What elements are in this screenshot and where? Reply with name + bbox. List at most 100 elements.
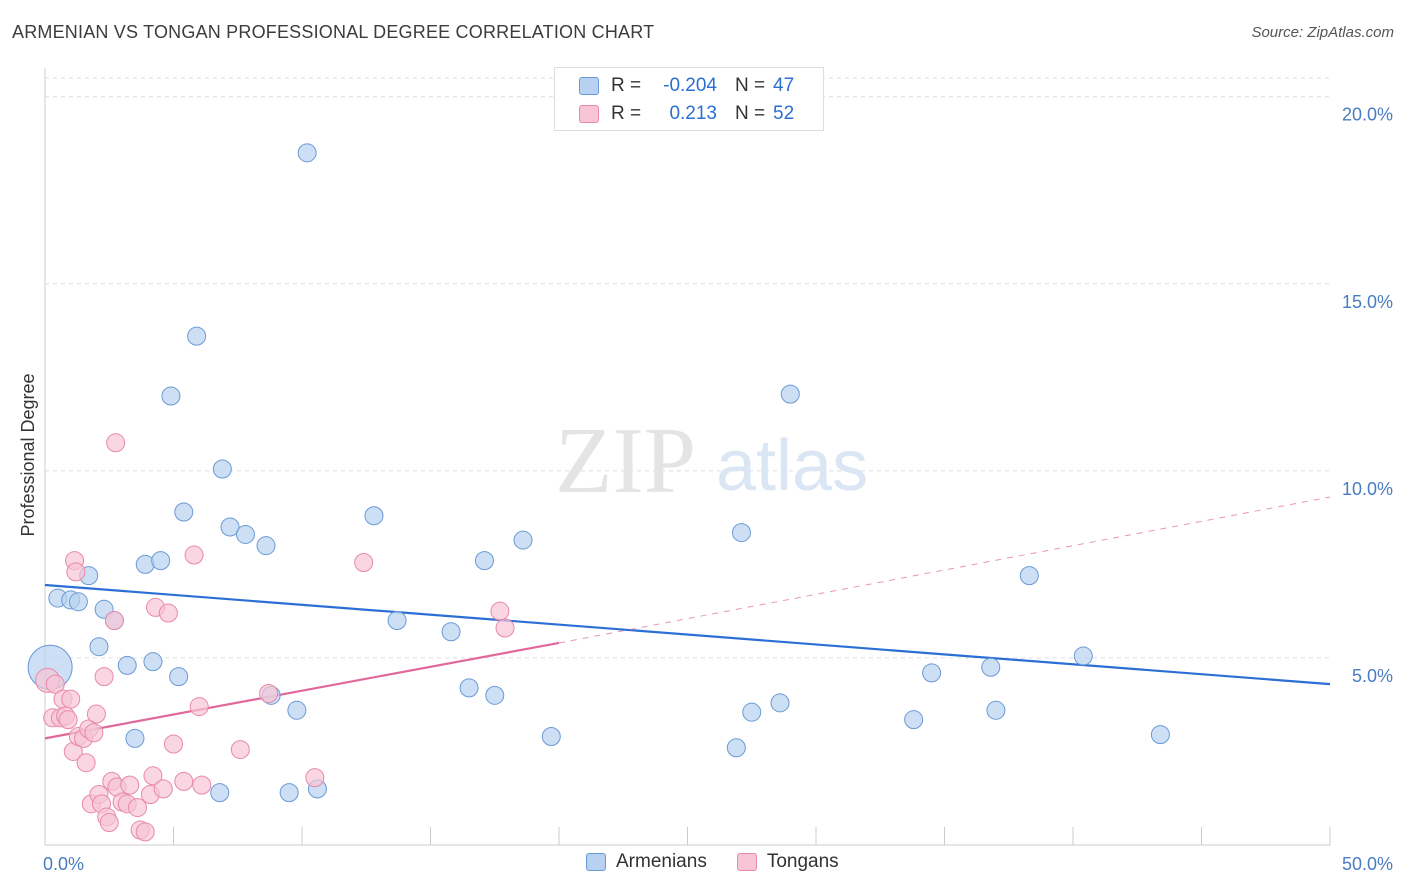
armenians-point [922, 663, 942, 683]
armenians-point [726, 738, 746, 758]
tongans-point [94, 667, 114, 687]
armenians-point [904, 710, 924, 730]
tongans-point [230, 740, 250, 760]
y-tick-label: 15.0% [1342, 292, 1393, 312]
armenians-point [441, 622, 461, 642]
tongans-point [490, 601, 510, 621]
armenians-point [210, 783, 230, 803]
tongans-point [158, 603, 178, 623]
tongans-point [58, 710, 78, 730]
watermark-atlas: atlas [716, 426, 868, 506]
tongans-point [86, 704, 106, 724]
legend-r-label: R = [611, 103, 642, 124]
armenians-point [212, 459, 232, 479]
armenians-point [287, 700, 307, 720]
armenians-point [161, 386, 181, 406]
tongans-point [135, 822, 155, 842]
y-tick-label: 10.0% [1342, 479, 1393, 499]
armenian-legend-swatch-icon [586, 853, 606, 871]
armenians-point [981, 657, 1001, 677]
armenians-point [742, 702, 762, 722]
legend-n-label: N = [735, 103, 766, 124]
armenians-point [387, 611, 407, 631]
armenians-point [513, 530, 533, 550]
armenian-swatch-icon [579, 77, 599, 95]
legend-r-label: R = [611, 75, 642, 96]
tongans-point [143, 766, 163, 786]
tongans-point [305, 768, 325, 788]
tongans-point [354, 553, 374, 573]
armenians-point [541, 726, 561, 746]
armenians-point [474, 551, 494, 571]
armenians-point [174, 502, 194, 522]
series-legend: Armenians Tongans [586, 851, 869, 873]
tongans-point [174, 771, 194, 791]
legend-item-armenians[interactable]: Armenians [586, 851, 707, 873]
chart-title: ARMENIAN VS TONGAN PROFESSIONAL DEGREE C… [12, 22, 655, 42]
data-points [27, 143, 1170, 842]
tongans-point [76, 753, 96, 773]
source-label: Source: ZipAtlas.com [1251, 24, 1394, 41]
tongans-point [84, 723, 104, 743]
armenians-point [117, 655, 137, 675]
armenians-point [986, 700, 1006, 720]
armenians-point [459, 678, 479, 698]
tongans-point [66, 562, 86, 582]
tongans-point [61, 689, 81, 709]
armenians-point [125, 728, 145, 748]
legend-r-value: -0.204 [663, 75, 717, 96]
legend-r-value: 0.213 [669, 103, 717, 124]
tongans-trend-extension [558, 496, 1331, 644]
tongans-point [259, 683, 279, 703]
tongans-trend-line [44, 641, 560, 740]
tongans-point [192, 775, 212, 795]
watermark: ZIP atlas [555, 409, 868, 513]
y-tick-label: 20.0% [1342, 105, 1393, 125]
tongan-swatch-icon [579, 105, 599, 123]
armenians-point [187, 326, 207, 346]
armenians-point [780, 384, 800, 404]
tongans-point [184, 545, 204, 565]
armenians-point [364, 506, 384, 526]
watermark-zip: ZIP [555, 409, 696, 513]
tongans-point [189, 697, 209, 717]
legend-label-armenians: Armenians [616, 851, 707, 872]
armenians-trend-line [44, 583, 1331, 686]
tongans-point [106, 433, 126, 453]
armenians-point [143, 652, 163, 672]
armenians-point [1019, 566, 1039, 586]
legend-n-value: 47 [773, 75, 795, 96]
tongans-point [495, 618, 515, 638]
legend-n-value: 52 [773, 103, 795, 124]
armenians-point [731, 523, 751, 543]
y-tick-label: 5.0% [1352, 666, 1393, 686]
armenians-point [151, 551, 171, 571]
tongans-point [99, 813, 119, 833]
tongans-point [153, 779, 173, 799]
legend-item-tongans[interactable]: Tongans [736, 851, 839, 873]
armenians-point [220, 517, 240, 537]
armenians-point [297, 143, 317, 163]
tongans-point [164, 734, 183, 754]
armenians-point [1150, 725, 1170, 745]
tongans-point [104, 611, 124, 631]
tongans-point [120, 775, 140, 795]
tongan-legend-swatch-icon [736, 853, 757, 871]
correlation-legend: R = -0.204 N = 47 R = 0.213 N = 52 [554, 67, 824, 131]
armenians-point [169, 667, 189, 687]
armenians-point [1073, 646, 1093, 666]
x-tick-label: 50.0% [1342, 854, 1393, 874]
legend-row-tongans: R = 0.213 N = 52 [579, 102, 794, 126]
tongans-point [45, 674, 65, 694]
armenians-point [485, 685, 505, 705]
grid-lines [45, 77, 1330, 659]
armenians-point [235, 524, 255, 544]
armenians-point [68, 592, 88, 612]
y-axis-label: Professional Degree [18, 373, 38, 536]
armenians-point [89, 637, 109, 657]
x-tick-label: 0.0% [43, 854, 84, 874]
armenians-point [770, 693, 790, 713]
legend-row-armenians: R = -0.204 N = 47 [579, 74, 794, 98]
legend-label-tongans: Tongans [766, 851, 839, 872]
